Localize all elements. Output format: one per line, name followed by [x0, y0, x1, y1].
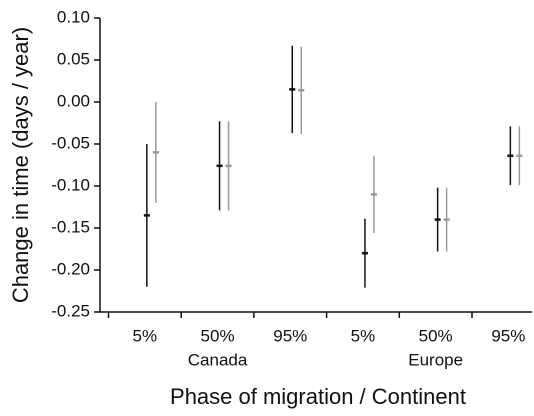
x-tick-label: 5% [133, 326, 158, 345]
y-tick-label: 0.10 [57, 7, 90, 26]
y-tick-label: -0.20 [51, 259, 90, 278]
x-tick-label: 95% [273, 326, 307, 345]
y-tick-label: 0.05 [57, 49, 90, 68]
group-label: Canada [188, 350, 248, 369]
y-tick-label: 0.00 [57, 91, 90, 110]
x-axis-title: Phase of migration / Continent [170, 384, 466, 409]
x-tick-label: 95% [491, 326, 525, 345]
y-axis-title: Change in time (days / year) [8, 27, 33, 303]
y-tick-label: -0.25 [51, 301, 90, 320]
x-tick-label: 50% [419, 326, 453, 345]
x-tick-label: 50% [201, 326, 235, 345]
y-tick-label: -0.05 [51, 133, 90, 152]
x-tick-label: 5% [351, 326, 376, 345]
y-tick-label: -0.10 [51, 175, 90, 194]
y-tick-label: -0.15 [51, 217, 90, 236]
group-label: Europe [408, 350, 463, 369]
